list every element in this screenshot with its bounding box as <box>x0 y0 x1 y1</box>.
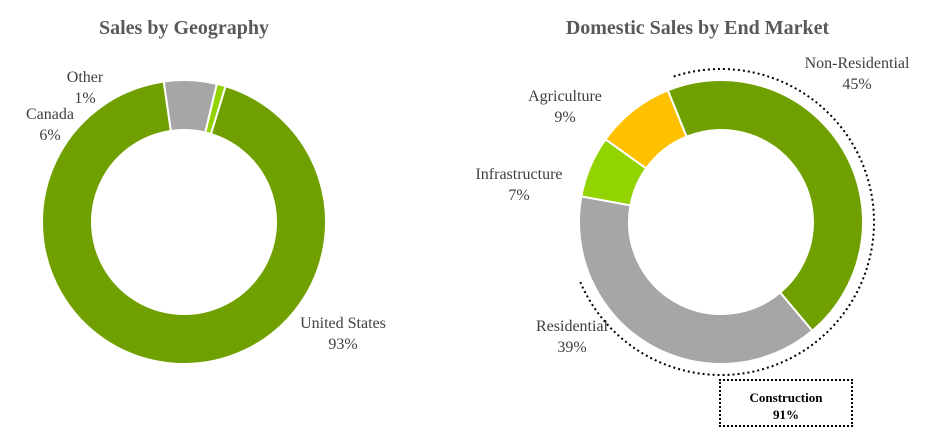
slice-label-canada: Canada <box>26 106 74 123</box>
slice-value-non-residential: 45% <box>842 76 871 93</box>
slice-united-states <box>41 80 327 365</box>
construction-label: Construction <box>749 390 823 405</box>
slice-label-infrastructure: Infrastructure <box>475 166 562 183</box>
slice-value-canada: 6% <box>39 127 60 144</box>
slice-label-residential: Residential <box>536 318 609 335</box>
slice-value-agriculture: 9% <box>554 109 575 126</box>
slice-label-agriculture: Agriculture <box>528 88 602 105</box>
slice-value-other: 1% <box>74 90 95 107</box>
slice-other <box>204 82 227 136</box>
chart-title-end-market: Domestic Sales by End Market <box>565 17 830 39</box>
slice-label-united-states: United States <box>300 315 386 332</box>
slice-value-united-states: 93% <box>328 336 357 353</box>
slice-label-non-residential: Non-Residential <box>805 55 910 72</box>
construction-outline <box>578 68 875 376</box>
slice-label-other: Other <box>67 69 104 86</box>
construction-annotation-box: Construction 91% <box>719 379 853 427</box>
construction-value: 91% <box>773 407 799 422</box>
slice-non-residential <box>666 79 864 333</box>
chart-title-geography: Sales by Geography <box>98 17 270 39</box>
slice-residential <box>578 195 814 365</box>
slice-agriculture <box>604 89 688 170</box>
slice-value-residential: 39% <box>557 339 586 356</box>
slice-value-infrastructure: 7% <box>508 187 529 204</box>
